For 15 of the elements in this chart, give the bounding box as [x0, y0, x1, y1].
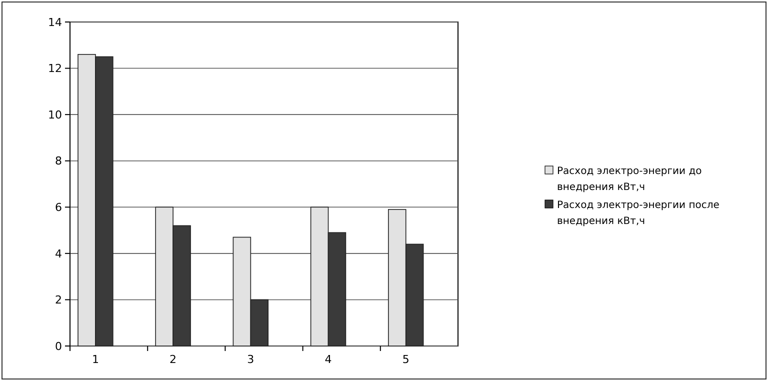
y-tick-label: 14 [48, 16, 62, 29]
y-tick-label: 6 [55, 200, 62, 214]
legend-label: Расход электро-энергии после внедрения кВт,ч [557, 200, 720, 227]
x-tick-label: 4 [324, 353, 332, 366]
legend-label: Расход электро-энергии до внедрения кВт,ч [557, 166, 702, 193]
x-tick-label: 3 [247, 353, 254, 366]
y-tick-label: 2 [55, 294, 62, 307]
y-tick-label: 4 [55, 247, 62, 260]
y-tick-label: 0 [55, 340, 62, 353]
y-tick-label: 8 [55, 154, 62, 168]
x-tick-label: 2 [170, 353, 177, 366]
y-tick-label: 12 [48, 62, 62, 76]
x-tick-label: 5 [402, 353, 410, 366]
y-tick-label: 10 [48, 108, 62, 122]
x-tick-label: 1 [92, 353, 99, 366]
